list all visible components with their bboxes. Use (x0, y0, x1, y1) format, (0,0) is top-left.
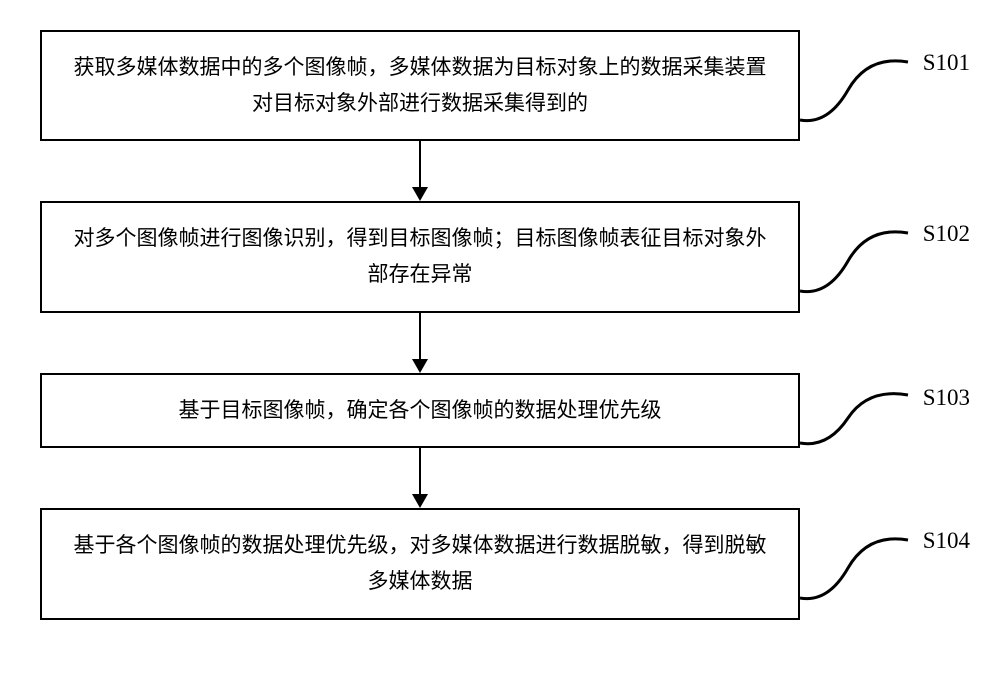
bracket-connector-4 (798, 508, 918, 603)
step-row-4: 基于各个图像帧的数据处理优先级，对多媒体数据进行数据脱敏，得到脱敏多媒体数据 S… (40, 508, 960, 619)
step-text: 基于目标图像帧，确定各个图像帧的数据处理优先级 (179, 393, 662, 429)
arrow-connector-1 (40, 141, 960, 201)
step-label-3: S103 (923, 385, 970, 411)
bracket-connector-2 (798, 201, 918, 296)
step-box-1: 获取多媒体数据中的多个图像帧，多媒体数据为目标对象上的数据采集装置对目标对象外部… (40, 30, 800, 141)
step-label-1: S101 (923, 50, 970, 76)
bracket-connector-3 (798, 373, 918, 448)
step-row-3: 基于目标图像帧，确定各个图像帧的数据处理优先级 S103 (40, 373, 960, 449)
step-label-4: S104 (923, 528, 970, 554)
arrow-down-icon (408, 141, 432, 201)
step-row-2: 对多个图像帧进行图像识别，得到目标图像帧；目标图像帧表征目标对象外部存在异常 S… (40, 201, 960, 312)
step-row-1: 获取多媒体数据中的多个图像帧，多媒体数据为目标对象上的数据采集装置对目标对象外部… (40, 30, 960, 141)
step-text: 获取多媒体数据中的多个图像帧，多媒体数据为目标对象上的数据采集装置对目标对象外部… (70, 50, 770, 121)
flowchart-container: 获取多媒体数据中的多个图像帧，多媒体数据为目标对象上的数据采集装置对目标对象外部… (40, 30, 960, 620)
arrow-connector-3 (40, 448, 960, 508)
step-text: 基于各个图像帧的数据处理优先级，对多媒体数据进行数据脱敏，得到脱敏多媒体数据 (70, 528, 770, 599)
bracket-connector-1 (798, 30, 918, 125)
step-text: 对多个图像帧进行图像识别，得到目标图像帧；目标图像帧表征目标对象外部存在异常 (70, 221, 770, 292)
step-box-3: 基于目标图像帧，确定各个图像帧的数据处理优先级 (40, 373, 800, 449)
arrow-connector-2 (40, 313, 960, 373)
arrow-down-icon (408, 313, 432, 373)
step-box-2: 对多个图像帧进行图像识别，得到目标图像帧；目标图像帧表征目标对象外部存在异常 (40, 201, 800, 312)
step-label-2: S102 (923, 221, 970, 247)
step-box-4: 基于各个图像帧的数据处理优先级，对多媒体数据进行数据脱敏，得到脱敏多媒体数据 (40, 508, 800, 619)
arrow-down-icon (408, 448, 432, 508)
